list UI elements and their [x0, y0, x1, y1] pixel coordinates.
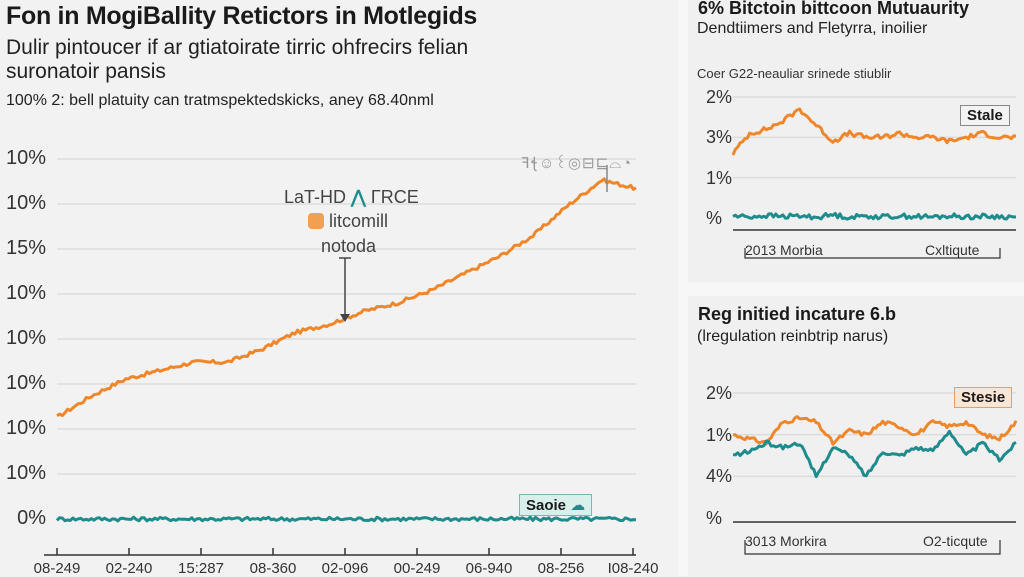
- teal-swirl-icon: ☁: [570, 497, 586, 514]
- main-y-tick-label: 10%: [5, 462, 46, 484]
- main-chart-title: Fon in MogiBallity Retictors in Motlegid…: [6, 2, 478, 30]
- panel2-y-tick-label: %: [706, 508, 723, 528]
- main-x-tick-label: I08-240: [607, 560, 659, 577]
- main-y-tick-label: 10%: [5, 282, 46, 304]
- main-x-tick-label: 15:287: [178, 560, 224, 577]
- main-x-tick-label: 08-360: [249, 560, 297, 577]
- bitcoin-coin-icon: [308, 213, 324, 229]
- panel2-y-tick-label: 2%: [706, 383, 733, 403]
- panel2-y-tick-label: 4%: [706, 466, 733, 487]
- panel1-x-start: 2013 Morbia: [745, 242, 823, 258]
- main-y-tick-label: 10%: [5, 327, 46, 349]
- annotation-line1b: ΓRCE: [370, 187, 419, 207]
- panel2-series-orange: [732, 415, 1018, 446]
- panel1-series-orange: [731, 107, 1017, 156]
- panel1-legend-tag: Stale: [960, 105, 1010, 126]
- panel2-x-end: O2-ticqute: [923, 533, 988, 549]
- annotation-label: LaT-HD ⋀ ΓRCE: [284, 187, 419, 208]
- exchange-logo-icon: ⋀: [351, 187, 366, 207]
- annotation-line1: LaT-HD: [284, 187, 347, 207]
- main-x-tick-label: 02-240: [105, 560, 153, 577]
- main-x-tick-label: 08-249: [33, 560, 81, 577]
- panel1-y-tick-label: 1%: [706, 167, 733, 188]
- main-x-tick-label: 00-249: [393, 560, 441, 577]
- main-y-tick-label: 0%: [17, 507, 46, 529]
- panel1-y-tick-label: 3%: [706, 127, 733, 148]
- main-x-tick-label: 08-256: [537, 560, 585, 577]
- annotation-line3: notoda: [321, 236, 377, 256]
- legend-tag-saoie-label: Saoie: [526, 497, 567, 514]
- main-chart-subtitle: Dulir pintoucer if ar gtiatoirate tirric…: [6, 36, 469, 83]
- peak-annotation-icons: ꟻꞎ☺꒰◎⊟⊑⌓◔: [521, 155, 633, 172]
- panel2-subtitle: (lregulation reinbtrip narus): [697, 328, 889, 345]
- main-chart-note: 100% 2: bell platuity can tratmspektedsk…: [6, 92, 434, 109]
- main-series-teal: [55, 515, 637, 523]
- main-y-tick-label: 10%: [5, 372, 46, 394]
- panel1-x-end: Cxltiqute: [925, 242, 980, 258]
- panel2-x-start: 3013 Morkira: [745, 533, 827, 549]
- main-y-tick-label: 10%: [5, 417, 46, 439]
- main-y-tick-label: 10%: [5, 147, 46, 169]
- panel1-y-tick-label: %: [706, 208, 723, 228]
- panel2-x-range-bracket: [744, 540, 1001, 555]
- main-y-tick-label: 10%: [5, 192, 46, 214]
- panel-divider-vertical: [678, 0, 688, 576]
- main-x-tick-label: 06-940: [465, 560, 513, 577]
- panel2-title: Reg initied incature 6.b: [698, 304, 897, 324]
- panel-divider-horizontal: [688, 282, 1024, 296]
- panel2-legend-tag: Stesie: [954, 387, 1013, 408]
- main-y-tick-label: 15%: [5, 237, 46, 259]
- panel-regulation: [688, 296, 1024, 576]
- panel1-x-range-bracket: [744, 248, 1001, 259]
- panel2-y-tick-label: 1%: [706, 424, 733, 445]
- panel2-series-teal: [732, 429, 1017, 479]
- panel1-caption: Coer G22-neauliar srinede stiublir: [697, 66, 892, 81]
- panel1-title: 6% Bitctoin bittcoon Mutuaurity: [698, 0, 969, 18]
- legend-tag-saoie: Saoie ☁: [519, 494, 593, 516]
- annotation-arrowhead: [340, 314, 350, 322]
- annotation-line2: litcomill: [329, 211, 389, 231]
- annotation-line2-wrap: litcomill: [308, 211, 388, 232]
- panel1-subtitle: Dendtiimers and Fletyrra, inoilier: [697, 20, 928, 37]
- main-x-tick-label: 02-096: [321, 560, 369, 577]
- panel1-y-tick-label: 2%: [706, 87, 733, 107]
- panel1-series-teal: [732, 211, 1017, 221]
